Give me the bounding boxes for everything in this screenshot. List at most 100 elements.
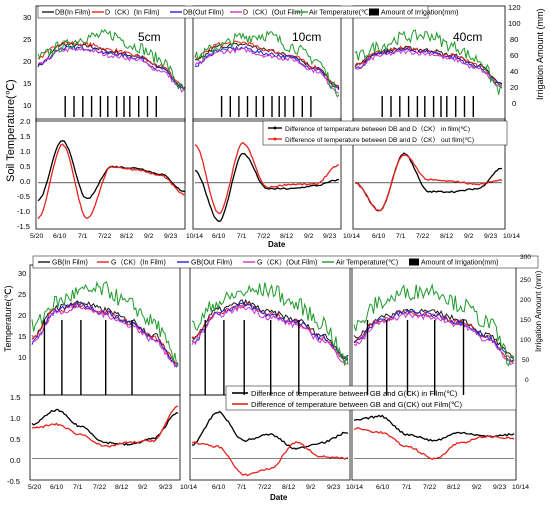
irrigation-bar [472,96,474,117]
series-line-difference-of-temperature-between-gb-and-g-ck-in-film- [31,408,179,446]
top-x-axis-label: Date [268,240,286,249]
bottom-legend: GB(In Film) G（CK）(In Film) GB(Out Film) … [32,255,539,269]
tick-label: 15 [23,79,31,88]
top-irrigation-axis-label: Irrigation Amount (mm) [535,8,545,100]
tick-label: 9/2 [304,233,314,240]
irrigation-bar [298,320,300,395]
irrigation-bar [462,320,465,395]
irrigation-bar [262,96,265,117]
irrigation-bar [463,96,466,117]
irrigation-bar [123,96,125,117]
series-line-g-ck-out-film- [353,312,515,366]
tick-label: 5/20 [28,484,41,491]
bottom-date-ticks: 5/20 6/10 7/1 7/22 8/12 9/2 9/23 10/14 6… [28,484,529,491]
tick-label: 7/22 [93,484,106,491]
irrigation-bar [432,96,435,117]
tick-label: 7/1 [237,233,247,240]
tick-label: 7/1 [402,484,412,491]
tick-label: 10/14 [512,484,529,491]
tick-label: 10/14 [180,484,197,491]
irrigation-bar [138,96,140,117]
series-line-d-ck-out-film- [354,49,503,89]
top-legend-label: D（CK）(In Film) [105,9,159,17]
irrigation-bar [99,96,102,117]
top-irrigation-ticks: 120 100 80 60 40 20 0 [508,3,521,108]
tick-label: 9/23 [159,484,172,491]
irrigation-bar [115,96,118,117]
tick-label: -1.5 [17,222,30,231]
bottom-diff-ticks: 1.5 1.0 0.5 0.0 -0.5 [7,393,20,486]
irrigation-bar [434,320,436,395]
series-line-air-temperature- [353,282,515,367]
tick-label: 8/12 [280,233,293,240]
tick-label: 0.5 [10,435,20,444]
irrigation-bar [129,96,131,117]
tick-label: 6/10 [372,233,385,240]
irrigation-bar [381,96,383,117]
irrigation-bar [105,320,107,395]
irrigation-bar [107,96,109,117]
tick-label: 9/23 [164,233,177,240]
tick-label: 6/10 [376,484,389,491]
tick-label: 200 [520,297,531,304]
tick-label: 7/22 [258,484,271,491]
bottom-legend-label: Amount of Irrigation(mm) [421,260,498,267]
tick-label: 0 [512,99,516,108]
irrigation-bar [43,320,46,395]
tick-label: 100 [508,19,521,28]
irrigation-bar [220,96,223,117]
tick-label: 10 [23,101,31,110]
series-line-difference-of-temperature-between-gb-and-g-ck-in-film- [191,410,349,450]
tick-label: 9/2 [306,484,316,491]
irrigation-bar [292,96,295,117]
tick-label: 7/1 [396,233,406,240]
tick-label: 10 [18,353,26,362]
irrigation-bar [246,96,249,117]
tick-label: 30 [18,269,26,278]
top-legend-label: DB(Out Film) [183,10,224,17]
irrigation-bar [73,96,75,117]
tick-label: -0.5 [17,192,30,201]
bottom-irrigation-ticks: 300 250 200 150 100 50 0 [520,254,531,384]
irrigation-bar [284,96,286,117]
tick-label: 20 [510,83,518,92]
top-legend-label: Amount of Irrigation(mm) [381,10,458,17]
series-line-difference-of-temperature-between-gb-and-g-ck-out-film- [353,426,515,461]
series-line-air-temperature- [191,282,349,366]
top-diff-legend: Difference of temperature between DB and… [262,120,508,146]
irrigation-bar [238,96,240,117]
series-line-g-ck-out-film- [191,303,349,365]
irrigation-bar [155,96,157,117]
irrigation-bar [204,320,206,395]
tick-label: 8/12 [440,233,453,240]
top-legend-label: D（CK）(Out Film) [243,9,303,17]
series-line-difference-of-temperature-between-gb-and-g-ck-out-film- [191,441,349,477]
tick-label: 9/2 [144,233,154,240]
series-line-gb-in-film- [353,308,515,360]
irrigation-bar [80,320,82,395]
tick-label: 9/2 [464,233,474,240]
bottom-diff-legend-label: Difference of temperature between GB and… [251,400,462,409]
tick-label: 100 [520,337,531,344]
bottom-diff-legend-label: Difference of temperature between GB and… [251,389,458,398]
depth-label-40cm: 40cm [453,30,482,44]
tick-label: 8/12 [282,484,295,491]
tick-label: 1.0 [10,414,20,423]
series-line-gb-out-film- [353,309,515,362]
tick-label: 7/1 [237,484,247,491]
tick-label: 300 [520,254,531,261]
series-line-g-ck-out-film- [31,304,179,368]
tick-label: 25 [18,290,26,299]
irrigation-bar [366,320,369,395]
tick-label: 50 [522,357,530,364]
series-line-difference-of-temperature-between-db-and-d-ck-out-film- [354,154,503,212]
bottom-temperature-axis-label: Temperature(℃) [3,285,13,352]
series-line-difference-of-temperature-between-db-and-d-ck-out-film- [37,143,186,220]
irrigation-bar [455,96,457,117]
tick-label: 40 [510,67,518,76]
series-line-difference-of-temperature-between-db-and-d-ck-in-film- [194,152,340,223]
irrigation-bar [146,96,149,117]
top-date-ticks: 5/20 6/10 7/1 7/22 8/12 9/2 9/23 10/14 6… [30,233,520,240]
bottom-legend-label: G（CK）(Out Film) [257,259,317,267]
